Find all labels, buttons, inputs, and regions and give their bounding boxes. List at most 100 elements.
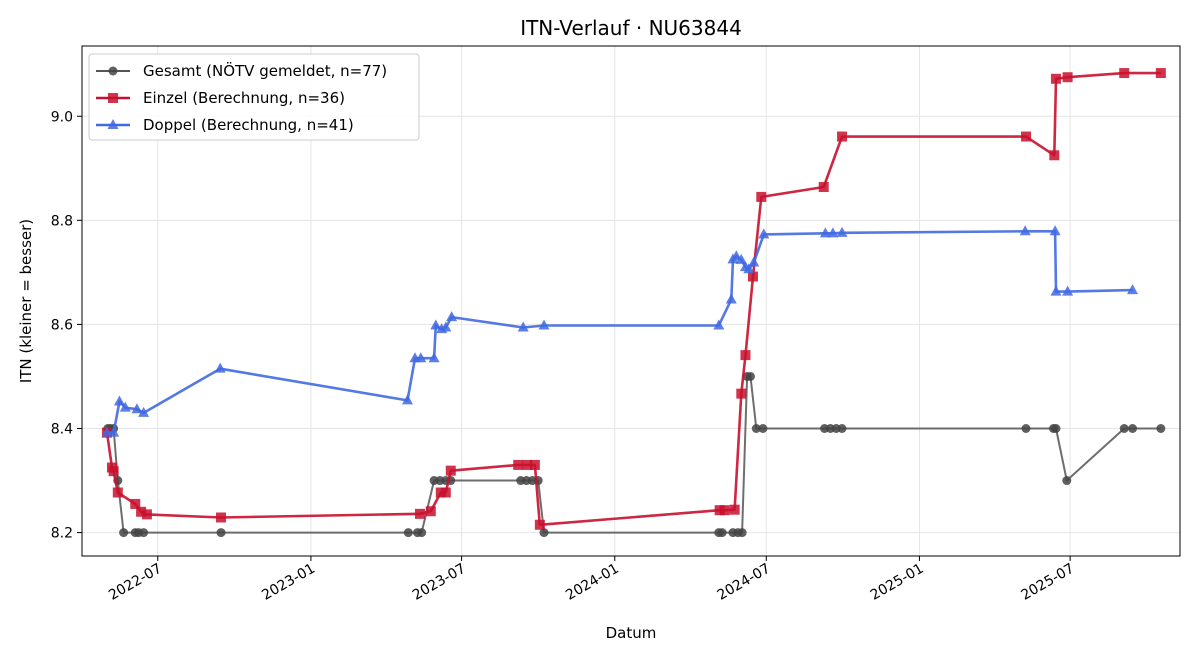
data-point bbox=[131, 403, 143, 414]
data-point bbox=[725, 293, 737, 304]
legend-marker bbox=[108, 93, 118, 103]
data-point bbox=[445, 465, 456, 476]
data-point bbox=[112, 487, 123, 498]
data-point bbox=[1049, 150, 1060, 161]
series-circle bbox=[103, 371, 1166, 538]
series-line bbox=[107, 230, 1133, 435]
plot-frame bbox=[81, 45, 1181, 557]
series-layer bbox=[101, 68, 1166, 538]
series-square bbox=[101, 68, 1166, 530]
data-point bbox=[446, 311, 458, 322]
data-point bbox=[428, 352, 440, 363]
legend-entry: Gesamt (NÖTV gemeldet, n=77) bbox=[96, 61, 387, 80]
data-point bbox=[713, 319, 725, 330]
data-point bbox=[745, 371, 755, 381]
legend-label: Gesamt (NÖTV gemeldet, n=77) bbox=[143, 61, 387, 80]
data-point bbox=[1020, 131, 1031, 142]
data-point bbox=[417, 528, 427, 538]
data-point bbox=[735, 253, 747, 264]
data-point bbox=[430, 319, 442, 330]
data-point bbox=[1051, 424, 1061, 433]
data-point bbox=[736, 388, 747, 399]
data-point bbox=[534, 519, 545, 530]
data-point bbox=[108, 466, 119, 477]
y-axis-title: ITN (kleiner = besser) bbox=[17, 219, 35, 383]
data-point bbox=[730, 250, 742, 261]
series-triangle bbox=[101, 225, 1139, 437]
data-point bbox=[513, 459, 524, 470]
data-point bbox=[818, 182, 829, 193]
y-tick-label: 8.2 bbox=[51, 526, 73, 542]
data-point bbox=[1050, 73, 1061, 84]
data-point bbox=[216, 528, 226, 538]
legend: Gesamt (NÖTV gemeldet, n=77) Einzel (Bere… bbox=[88, 53, 420, 141]
data-point bbox=[440, 487, 451, 498]
data-point bbox=[119, 401, 131, 412]
data-point bbox=[1119, 68, 1130, 79]
data-point bbox=[1062, 476, 1072, 486]
data-point bbox=[517, 321, 529, 332]
x-axis-title: Datum bbox=[606, 624, 657, 642]
data-point bbox=[539, 528, 549, 538]
data-point bbox=[1127, 284, 1139, 295]
data-point bbox=[1128, 424, 1138, 433]
data-point bbox=[139, 528, 149, 538]
data-point bbox=[425, 506, 436, 517]
data-point bbox=[401, 394, 413, 405]
legend-box bbox=[88, 53, 420, 141]
data-point bbox=[1119, 424, 1129, 433]
data-point bbox=[414, 508, 425, 519]
data-point bbox=[119, 528, 129, 538]
data-point bbox=[138, 406, 150, 417]
data-point bbox=[538, 319, 550, 330]
data-point bbox=[737, 528, 747, 538]
chart-title: ITN-Verlauf · NU63844 bbox=[520, 16, 742, 40]
data-point bbox=[113, 395, 125, 406]
data-point bbox=[130, 498, 141, 509]
data-point bbox=[837, 131, 848, 142]
legend-marker bbox=[107, 119, 119, 129]
data-point bbox=[717, 528, 727, 538]
data-point bbox=[214, 362, 226, 373]
data-point bbox=[747, 271, 758, 282]
legend-label: Doppel (Berechnung, n=41) bbox=[143, 116, 354, 134]
data-point bbox=[136, 506, 147, 517]
data-point bbox=[729, 504, 740, 515]
data-point bbox=[403, 528, 413, 538]
data-point bbox=[748, 256, 760, 267]
data-point bbox=[141, 509, 152, 520]
data-point bbox=[1021, 424, 1031, 433]
data-point bbox=[758, 424, 768, 433]
data-point bbox=[751, 424, 761, 433]
data-point bbox=[1019, 225, 1031, 236]
data-point bbox=[1156, 424, 1166, 433]
data-point bbox=[1155, 68, 1166, 79]
data-point bbox=[819, 227, 831, 238]
y-tick-label: 9.0 bbox=[51, 109, 73, 125]
data-point bbox=[837, 424, 847, 433]
legend-entry: Doppel (Berechnung, n=41) bbox=[96, 116, 354, 134]
data-point bbox=[440, 321, 452, 332]
data-point bbox=[758, 228, 770, 239]
y-tick-label: 8.4 bbox=[51, 422, 73, 438]
data-point bbox=[529, 459, 540, 470]
data-point bbox=[108, 426, 120, 437]
y-tick-label: 8.6 bbox=[51, 317, 73, 333]
data-point bbox=[1062, 285, 1074, 296]
data-point bbox=[1049, 225, 1061, 236]
legend-label: Einzel (Berechnung, n=36) bbox=[143, 89, 345, 107]
data-point bbox=[743, 263, 755, 274]
data-point bbox=[836, 226, 848, 237]
legend-entry: Einzel (Berechnung, n=36) bbox=[96, 89, 345, 107]
data-point bbox=[216, 512, 227, 523]
y-tick-label: 8.8 bbox=[51, 213, 73, 229]
data-point bbox=[719, 505, 730, 516]
data-point bbox=[740, 350, 751, 361]
data-point bbox=[1050, 285, 1062, 296]
legend-marker bbox=[108, 66, 118, 76]
data-point bbox=[827, 227, 839, 238]
data-point bbox=[1062, 72, 1073, 83]
data-point bbox=[522, 459, 533, 470]
data-point bbox=[756, 191, 767, 202]
